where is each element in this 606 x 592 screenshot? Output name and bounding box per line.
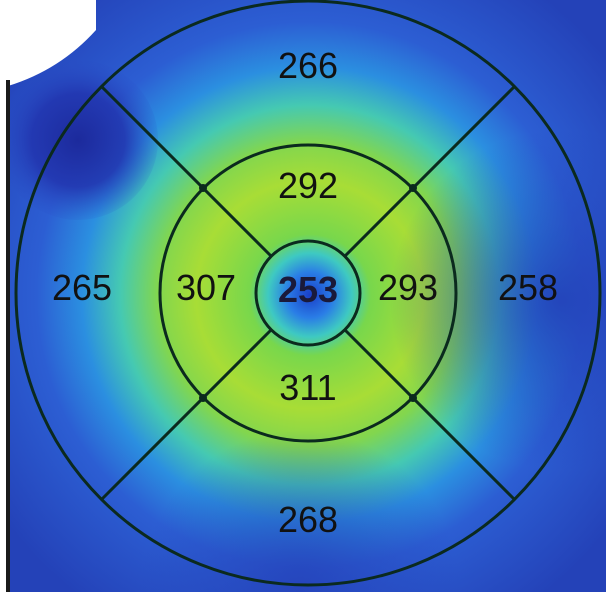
spoke-ne [343,85,516,258]
outer-ring [14,0,602,587]
junction-ne [409,184,417,192]
outer-inferior-value: 268 [278,499,338,540]
inner-superior-value: 292 [278,165,338,206]
grid-junctions [199,184,417,402]
inner-nasal-value: 307 [176,267,236,308]
inner-temporal-value: 293 [378,267,438,308]
dark-blue-spot [0,60,158,220]
panel-letter: B [18,16,56,74]
junction-se [409,394,417,402]
inner-ring [158,143,458,443]
spoke-se [343,328,516,501]
outer-superior-value: 266 [278,45,338,86]
outer-nasal-value: 265 [52,267,112,308]
center-value: 253 [278,269,338,310]
outer-temporal-value: 258 [498,267,558,308]
spoke-sw [100,328,273,501]
center-ring [254,239,362,347]
etdrs-grid [14,0,602,587]
spoke-nw [100,85,273,258]
left-edge [6,80,10,592]
inner-inferior-value: 311 [279,367,336,408]
junction-sw [199,394,207,402]
junction-nw [199,184,207,192]
corner-white-area [0,0,96,592]
